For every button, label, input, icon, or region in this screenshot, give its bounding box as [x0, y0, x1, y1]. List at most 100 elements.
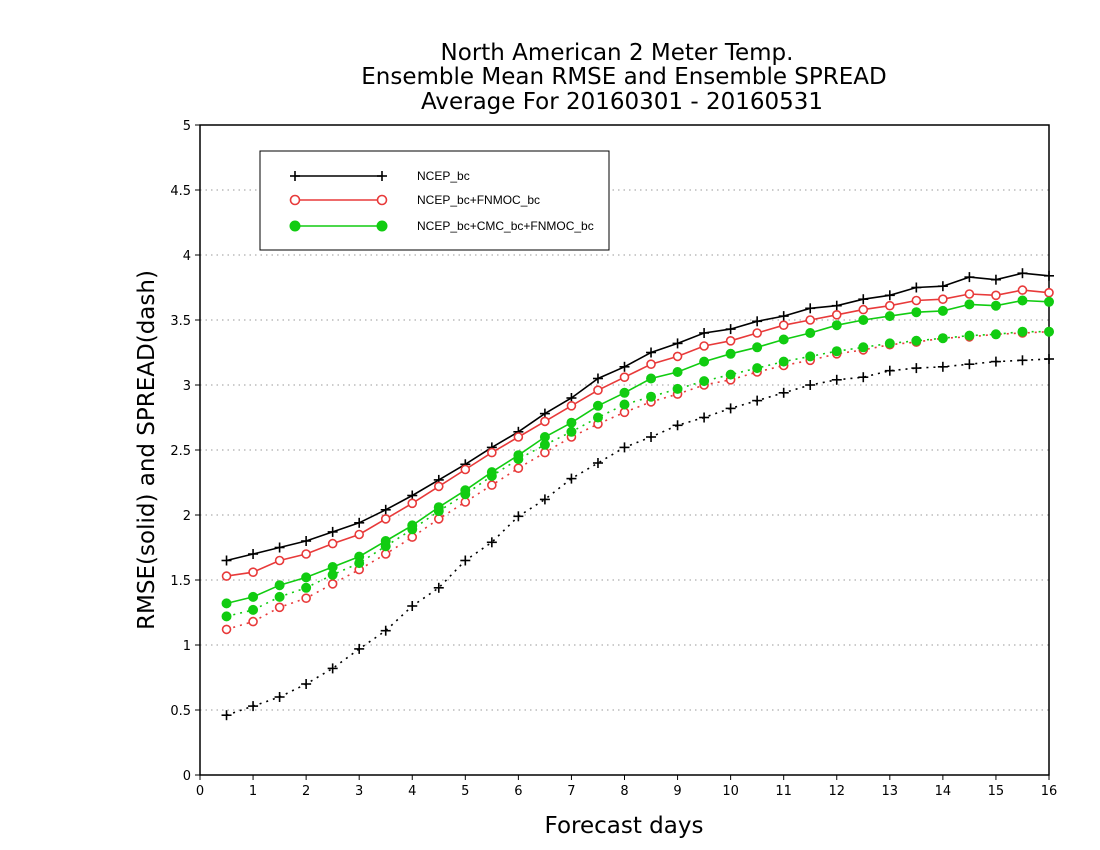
series-2-rmse-point: [858, 315, 869, 325]
series-0-spread-point: [646, 432, 657, 442]
series-2-spread-point: [646, 391, 657, 402]
series-0-spread-point: [778, 387, 789, 398]
series-1-rmse-point: [964, 289, 975, 299]
series-0-spread-point: [964, 359, 975, 370]
series-2-spread-point: [248, 604, 259, 615]
series-2-rmse-point: [460, 485, 471, 496]
series-0-rmse-point: [380, 504, 391, 515]
series-2-rmse-point: [805, 328, 816, 338]
series-2-rmse-point: [433, 502, 444, 513]
series-1-rmse-point: [911, 295, 922, 306]
series-0-spread-point: [407, 601, 418, 611]
series-0-spread-point: [699, 412, 710, 423]
series-1-rmse-point: [805, 315, 816, 325]
series-0-spread-point: [274, 692, 285, 702]
series-2-spread-point: [699, 376, 710, 387]
series-2-rmse-point: [964, 299, 975, 310]
series-2-spread-point: [964, 330, 975, 341]
series-0-rmse-point: [1017, 268, 1028, 279]
x-tick-label: 3: [355, 784, 363, 799]
series-0-spread-point: [831, 374, 842, 385]
series-0-spread-point: [460, 555, 471, 566]
y-tick-label: 1.5: [170, 574, 191, 589]
series-0-rmse-point: [752, 316, 763, 327]
series-2-spread-point: [990, 329, 1001, 340]
series-1-rmse-point: [885, 300, 895, 311]
series-0-rmse-point: [778, 311, 789, 322]
y-tick-label: 5: [183, 119, 191, 134]
x-axis-label: Forecast days: [545, 813, 704, 839]
series-0-rmse-point: [592, 373, 603, 384]
series-0-spread-point: [513, 511, 524, 522]
series-0-spread-point: [911, 363, 922, 374]
x-tick-label: 5: [461, 784, 469, 799]
series-1-rmse-point: [991, 290, 1001, 301]
series-2-rmse-point: [274, 580, 285, 591]
series-0-spread-line: [226, 358, 1050, 716]
series-1-rmse-point: [380, 514, 391, 524]
series-2-rmse-point: [725, 348, 736, 359]
series-1-spread-point: [513, 463, 524, 474]
series-2-rmse-point: [831, 320, 842, 331]
x-tick-label: 14: [935, 784, 952, 799]
series-2-spread-point: [619, 399, 630, 410]
series-1-rmse-point: [540, 416, 550, 427]
series-0-rmse-point: [619, 361, 630, 372]
series-0-rmse-point: [990, 274, 1001, 285]
series-2-rmse-point: [672, 367, 683, 377]
x-tick-label: 7: [567, 784, 575, 799]
series-0-rmse-point: [699, 328, 710, 338]
series-2-rmse-point: [619, 387, 630, 398]
series-1-rmse-point: [938, 294, 948, 305]
y-tick-label: 3: [183, 379, 191, 394]
series-1-rmse-point: [672, 351, 683, 362]
series-1-spread-point: [248, 616, 258, 627]
series-2-spread-point: [221, 611, 232, 622]
series-0-spread-point: [858, 372, 869, 383]
series-1-rmse-point: [752, 328, 762, 338]
series-0-spread-point: [539, 494, 550, 505]
series-2-rmse-point: [1044, 296, 1054, 307]
x-tick-label: 6: [514, 784, 522, 799]
series-0-spread-point: [592, 458, 603, 468]
series-2-rmse-line: [226, 299, 1050, 605]
series-2-rmse-point: [911, 307, 922, 318]
series-2-rmse-point: [752, 342, 763, 353]
series-2-rmse-point: [327, 562, 338, 572]
series-0-rmse-point: [911, 282, 922, 293]
series-2-rmse-point: [1017, 295, 1028, 306]
series-plot: [221, 268, 1054, 721]
axis-ticks: 00.511.522.533.544.550 1 2 3 4 5 6 7 8 9 10 11 12 13 1…: [170, 119, 1057, 799]
series-0-spread-point: [990, 356, 1001, 367]
series-2-spread-point: [752, 363, 763, 374]
legend-marker-0: [377, 171, 387, 181]
series-2-spread-point: [884, 338, 895, 349]
legend: NCEP_bc NCEP_bc+FNMOC_bc NCEP_bc+CMC_bc+…: [259, 150, 610, 251]
y-tick-label: 2: [183, 509, 191, 524]
series-2-rmse-point: [990, 300, 1001, 311]
series-2-rmse-point: [539, 432, 550, 442]
legend-marker-1: [376, 194, 388, 206]
series-0-rmse-point: [937, 281, 948, 292]
series-2-rmse-point: [486, 467, 497, 478]
series-0-rmse-point: [354, 517, 365, 528]
series-1-rmse-point: [274, 555, 285, 566]
series-1-spread-line: [226, 330, 1050, 631]
x-tick-label: 1: [249, 784, 257, 799]
title-line-3: Average For 20160301 - 20160531: [421, 89, 823, 115]
series-1-rmse-point: [327, 538, 338, 549]
series-2-spread-point: [1044, 326, 1054, 337]
series-0-rmse-point: [964, 272, 975, 283]
y-axis-label: RMSE(solid) and SPREAD(dash): [134, 270, 160, 630]
series-1-rmse-point: [858, 304, 869, 315]
series-1-rmse-point: [831, 309, 842, 320]
series-1-rmse-point: [725, 335, 736, 346]
series-1-spread-point: [301, 593, 311, 604]
series-1-spread-point: [540, 447, 550, 458]
series-0-spread-point: [752, 395, 763, 406]
series-0-spread-point: [619, 442, 630, 453]
series-1-spread-point: [274, 602, 285, 613]
y-tick-label: 1: [183, 639, 191, 654]
series-0-spread-point: [354, 643, 365, 654]
